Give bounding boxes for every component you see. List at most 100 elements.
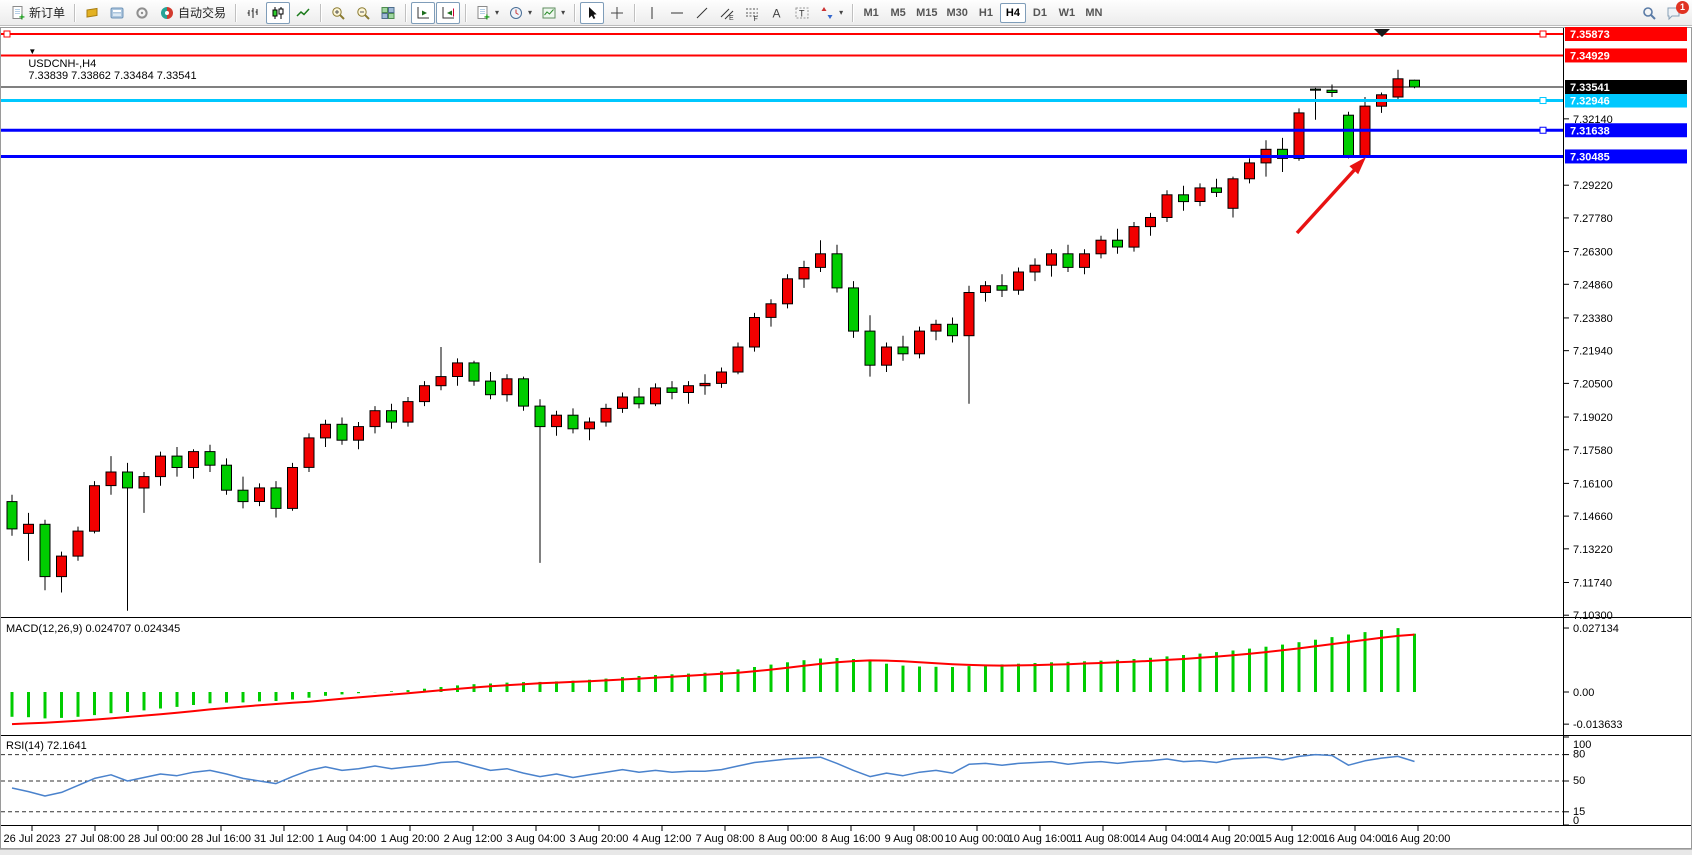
hline-icon <box>669 5 685 21</box>
svg-text:7.26300: 7.26300 <box>1573 247 1613 259</box>
ring-icon <box>134 5 150 21</box>
candles-layer[interactable] <box>6 69 1420 611</box>
svg-text:7.32946: 7.32946 <box>1570 96 1610 108</box>
clock-icon <box>508 5 524 21</box>
periods-button[interactable]: ▾ <box>504 2 536 24</box>
svg-text:7.19020: 7.19020 <box>1573 412 1613 424</box>
svg-text:4 Aug 12:00: 4 Aug 12:00 <box>633 833 692 845</box>
timeframe-M30[interactable]: M30 <box>943 3 972 23</box>
time-axis[interactable]: 26 Jul 2023 27 Jul 08:00 28 Jul 00:00 28 Ju… <box>4 826 1451 845</box>
auto-trading-button[interactable]: 自动交易 <box>155 2 230 24</box>
svg-text:80: 80 <box>1573 749 1585 761</box>
notifications-button[interactable]: 1 <box>1662 0 1689 24</box>
svg-text:+: + <box>484 12 490 21</box>
template-icon <box>541 5 557 21</box>
chartshift-icon <box>440 5 456 21</box>
cursor-button[interactable] <box>580 1 605 24</box>
toolbar-separator <box>235 3 237 22</box>
auto-scroll-button[interactable] <box>411 1 436 24</box>
data-window-button[interactable] <box>130 2 154 24</box>
toolbar-separator <box>852 3 854 22</box>
svg-text:11 Aug 08:00: 11 Aug 08:00 <box>1071 833 1135 845</box>
svg-text:3 Aug 04:00: 3 Aug 04:00 <box>507 833 566 845</box>
chart-frame <box>0 27 1692 849</box>
autoscroll-icon <box>415 5 431 21</box>
doc-plus-icon: + <box>475 5 491 21</box>
timeframe-M1[interactable]: M1 <box>858 3 884 23</box>
timeframe-H1[interactable]: H1 <box>973 3 999 23</box>
rsi-indicator-label: RSI(14) 72.1641 <box>6 740 87 752</box>
svg-text:7.32140: 7.32140 <box>1573 114 1613 126</box>
svg-text:7.35873: 7.35873 <box>1570 29 1610 41</box>
svg-text:F: F <box>754 15 758 20</box>
bars-icon <box>245 5 261 21</box>
channel-icon: E <box>719 5 735 21</box>
timeframe-H4[interactable]: H4 <box>999 2 1026 23</box>
crosshair-button[interactable] <box>605 2 629 24</box>
svg-text:7.21940: 7.21940 <box>1573 346 1613 358</box>
crosshair-icon <box>609 5 625 21</box>
horizontal-line-button[interactable] <box>665 2 689 24</box>
timeframe-D1[interactable]: D1 <box>1027 3 1053 23</box>
vertical-line-button[interactable] <box>640 2 664 24</box>
fibo-icon: F <box>744 5 760 21</box>
chart-shift-marker[interactable] <box>1374 29 1390 37</box>
price-axis[interactable]: 7.32140 7.29220 7.27780 7.26300 7.24860 7.233… <box>1563 27 1687 622</box>
timeframe-MN[interactable]: MN <box>1081 3 1107 23</box>
auto-trading-icon <box>159 5 175 21</box>
svg-text:50: 50 <box>1573 775 1585 787</box>
svg-text:26 Jul 2023: 26 Jul 2023 <box>4 833 61 845</box>
fibonacci-retracement-button[interactable]: F <box>740 2 764 24</box>
horizontal-lines-layer[interactable] <box>1 30 1563 158</box>
chart-canvas[interactable]: 7.32140 7.29220 7.27780 7.26300 7.24860 7.233… <box>0 27 1692 849</box>
trend-arrow-annotation[interactable] <box>1295 157 1366 235</box>
toolbar-separator <box>320 3 322 22</box>
toolbar-separator <box>465 3 467 22</box>
market-watch-button[interactable] <box>105 2 129 24</box>
chevron-down-icon[interactable]: ▾ <box>495 8 500 17</box>
svg-text:0.00: 0.00 <box>1573 687 1594 699</box>
templates-button[interactable]: ▾ <box>537 2 569 24</box>
tile-windows-button[interactable] <box>376 2 400 24</box>
indicators-list-button[interactable]: + ▾ <box>471 2 503 24</box>
text-button[interactable]: A <box>765 2 789 24</box>
toolbox-button[interactable] <box>80 2 104 24</box>
svg-text:7.10300: 7.10300 <box>1573 610 1613 622</box>
svg-text:7.16100: 7.16100 <box>1573 478 1613 490</box>
timeframe-W1[interactable]: W1 <box>1054 3 1080 23</box>
svg-text:16 Aug 20:00: 16 Aug 20:00 <box>1386 833 1451 845</box>
chart-symbol-period: USDCNH-,H4 <box>28 58 97 70</box>
svg-text:27 Jul 08:00: 27 Jul 08:00 <box>65 833 125 845</box>
new-order-button[interactable]: + 新订单 <box>6 2 69 24</box>
svg-text:15 Aug 12:00: 15 Aug 12:00 <box>1260 833 1325 845</box>
symbol-collapse-icon[interactable]: ▼ <box>28 47 37 56</box>
search-button[interactable] <box>1637 2 1661 24</box>
cursor-icon <box>584 5 600 21</box>
candlestick-mode-button[interactable] <box>266 1 291 24</box>
chevron-down-icon[interactable]: ▾ <box>839 8 844 17</box>
zoom-in-button[interactable] <box>326 2 350 24</box>
label-icon: T <box>794 5 810 21</box>
svg-text:7.11740: 7.11740 <box>1573 577 1612 589</box>
chevron-down-icon[interactable]: ▾ <box>561 8 566 17</box>
svg-text:10 Aug 16:00: 10 Aug 16:00 <box>1008 833 1073 845</box>
trendline-button[interactable] <box>690 2 714 24</box>
chart-window-usdcnh[interactable]: 7.32140 7.29220 7.27780 7.26300 7.24860 7.233… <box>0 27 1692 849</box>
chart-shift-button[interactable] <box>436 1 461 24</box>
bar-chart-mode-button[interactable] <box>241 2 265 24</box>
equidistant-channel-button[interactable]: E <box>715 2 739 24</box>
arrows-objects-button[interactable]: ▾ <box>815 2 847 24</box>
chevron-down-icon[interactable]: ▾ <box>528 8 533 17</box>
svg-text:0: 0 <box>1573 815 1579 827</box>
timeframe-M5[interactable]: M5 <box>885 3 911 23</box>
svg-text:1 Aug 20:00: 1 Aug 20:00 <box>381 833 440 845</box>
timeframe-M15[interactable]: M15 <box>912 3 941 23</box>
svg-text:8 Aug 16:00: 8 Aug 16:00 <box>822 833 881 845</box>
svg-text:7.20500: 7.20500 <box>1573 378 1613 390</box>
text-label-button[interactable]: T <box>790 2 814 24</box>
zoom-out-button[interactable] <box>351 2 375 24</box>
line-chart-mode-button[interactable] <box>291 2 315 24</box>
svg-text:14 Aug 04:00: 14 Aug 04:00 <box>1134 833 1199 845</box>
